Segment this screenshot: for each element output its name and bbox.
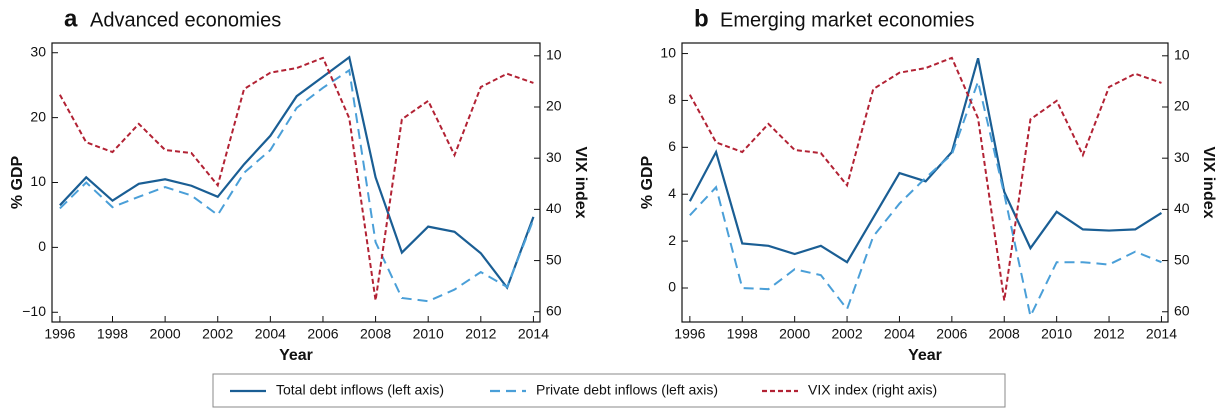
legend-label: Total debt inflows (left axis) xyxy=(276,382,444,398)
y2-tick-label: 40 xyxy=(1174,200,1190,216)
y-tick-label: 4 xyxy=(668,185,676,201)
y2-tick-label: 30 xyxy=(1174,149,1190,165)
panel-label: b xyxy=(694,5,709,32)
x-tick-label: 2014 xyxy=(518,326,549,342)
x-tick-label: 2012 xyxy=(1093,326,1124,342)
y2-axis-label: VIX index xyxy=(1200,146,1216,218)
y-tick-label: 20 xyxy=(30,108,46,124)
legend-label: VIX index (right axis) xyxy=(808,382,937,398)
x-tick-label: 1998 xyxy=(97,326,128,342)
y2-tick-label: 50 xyxy=(546,251,562,267)
y-tick-label: 10 xyxy=(660,44,676,60)
y-tick-label: 6 xyxy=(668,138,676,154)
y-tick-label: 0 xyxy=(38,238,46,254)
x-tick-label: 1998 xyxy=(727,326,758,342)
y-tick-label: 30 xyxy=(30,43,46,59)
x-tick-label: 1996 xyxy=(44,326,75,342)
x-tick-label: 2004 xyxy=(884,326,915,342)
y2-tick-label: 40 xyxy=(546,200,562,216)
series-line xyxy=(59,56,534,301)
y-tick-label: 2 xyxy=(668,232,676,248)
x-tick-label: 2008 xyxy=(360,326,391,342)
x-tick-label: 2012 xyxy=(465,326,496,342)
y2-tick-label: 20 xyxy=(546,98,562,114)
x-tick-label: 2006 xyxy=(936,326,967,342)
x-tick-label: 2006 xyxy=(307,326,338,342)
y2-tick-label: 50 xyxy=(1174,251,1190,267)
x-tick-label: 2008 xyxy=(989,326,1020,342)
y-tick-label: 10 xyxy=(30,173,46,189)
y2-tick-label: 60 xyxy=(1174,302,1190,318)
y2-tick-label: 30 xyxy=(546,149,562,165)
panel-label: a xyxy=(64,5,78,32)
y-tick-label: −10 xyxy=(22,303,46,319)
series-line xyxy=(688,56,1162,301)
y2-tick-label: 60 xyxy=(546,302,562,318)
legend-box xyxy=(212,373,1006,408)
x-tick-label: 1996 xyxy=(674,326,705,342)
x-tick-label: 2002 xyxy=(831,326,862,342)
x-axis-label: Year xyxy=(908,347,942,364)
y2-axis-label: VIX index xyxy=(572,146,589,218)
x-tick-label: 2004 xyxy=(255,326,286,342)
x-tick-label: 2002 xyxy=(202,326,233,342)
legend: Total debt inflows (left axis) Private de… xyxy=(212,373,1006,408)
y-axis-label: % GDP xyxy=(9,156,26,210)
y-tick-label: 8 xyxy=(668,91,676,107)
y2-tick-label: 20 xyxy=(1174,98,1190,114)
legend-label: Private debt inflows (left axis) xyxy=(536,382,718,398)
x-tick-label: 2010 xyxy=(413,326,444,342)
chart-title: Emerging market economies xyxy=(720,9,975,31)
chart-title: Advanced economies xyxy=(90,9,281,31)
series-line xyxy=(59,68,535,303)
series-line xyxy=(689,78,1162,320)
x-tick-label: 2010 xyxy=(1041,326,1072,342)
y2-tick-label: 10 xyxy=(1174,47,1190,63)
y-tick-label: 0 xyxy=(668,279,676,295)
series-line xyxy=(688,57,1163,264)
y-axis-label: % GDP xyxy=(639,156,656,210)
plot-frame xyxy=(681,42,1169,323)
plot-frame xyxy=(51,42,541,323)
x-tick-label: 2000 xyxy=(150,326,181,342)
x-tick-label: 2000 xyxy=(779,326,810,342)
x-axis-label: Year xyxy=(279,347,313,364)
x-tick-label: 2014 xyxy=(1146,326,1177,342)
series-line xyxy=(59,55,535,290)
y2-tick-label: 10 xyxy=(546,47,562,63)
